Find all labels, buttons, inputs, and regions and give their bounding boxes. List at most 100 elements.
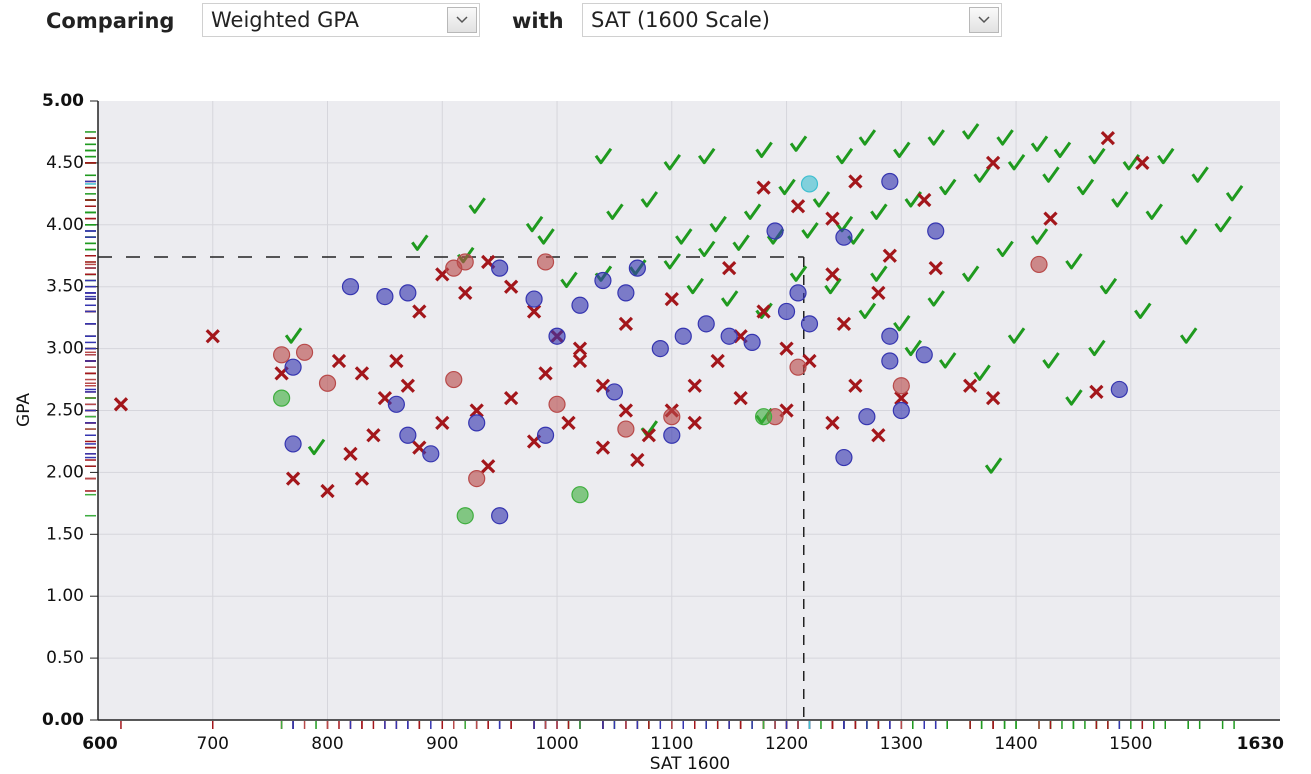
cross-mark [894,390,909,406]
x-tick-label: 600 [82,734,118,754]
compare-label: Comparing [46,9,175,33]
check-mark [1122,154,1141,171]
x-tick-label: 1630 [1237,734,1284,754]
check-mark [1042,352,1060,369]
circle-mark [766,222,784,240]
check-mark [640,191,659,208]
circle-mark [835,228,853,246]
check-mark [835,147,854,165]
cross-mark [1043,211,1058,226]
y-tick-label: 2.50 [46,401,84,421]
circle-mark [754,408,773,426]
cross-mark [848,174,863,189]
x-tick-label: 900 [426,734,458,754]
cross-mark [1135,155,1150,171]
cross-mark [503,279,519,294]
chevron [978,16,990,24]
cross-mark [205,329,220,344]
y-tick-label: 4.50 [46,153,84,173]
check-mark [743,203,762,220]
circle-mark [800,315,819,333]
cross-mark [320,483,335,499]
cross-mark [710,353,725,369]
circle-mark [491,259,509,277]
circle-mark [789,358,807,376]
check-mark [1065,253,1083,270]
check-mark [1030,228,1049,245]
check-mark [893,314,911,332]
circle-mark [594,271,612,290]
check-mark [973,364,991,381]
circle-mark [456,253,474,271]
check-mark [1007,327,1026,344]
check-mark [1179,228,1198,245]
circle-mark [341,278,360,296]
x-tick-label: 1400 [994,734,1037,754]
circle-mark [892,401,910,420]
circle-mark [468,414,486,432]
y-axis-label: GPA [14,393,34,427]
check-mark [1157,147,1175,165]
check-mark [1088,147,1106,165]
first-select[interactable]: Weighted GPA [202,3,480,37]
circle-mark [536,253,555,271]
cross-mark [400,378,415,393]
y-tick-label: 0.00 [42,710,84,730]
circle-mark [881,352,899,370]
cross-mark [481,459,496,474]
cross-mark [503,390,519,406]
check-mark [870,203,888,220]
check-mark [938,178,957,196]
cross-mark [985,155,1001,171]
check-mark [973,166,991,183]
check-mark [996,129,1014,146]
circle-mark [892,377,910,395]
cross-mark [825,211,840,226]
circle-mark [376,288,394,306]
y-tick-label: 1.00 [46,586,84,606]
check-mark [789,135,808,152]
first-select-text: Weighted GPA [211,8,360,32]
check-mark [961,123,980,140]
circle-mark [536,426,555,444]
x-tick-label: 800 [311,734,343,754]
circle-mark [525,290,543,308]
cross-mark [756,180,771,195]
dropdown-button[interactable] [969,7,999,33]
check-mark [1179,327,1198,344]
cross-mark [733,390,748,406]
cross-mark [687,378,702,393]
check-mark [411,234,429,251]
check-mark [1076,178,1095,196]
circle-mark [927,222,945,240]
cross-mark [561,415,576,431]
circle-mark [399,426,417,444]
check-mark [996,240,1014,258]
y-tick-label: 4.00 [46,215,84,235]
check-mark [904,191,922,208]
cross-mark [871,428,886,443]
circle-mark [1030,255,1048,274]
x-tick-label: 1200 [765,734,808,754]
y-tick-label: 5.00 [42,91,84,111]
check-mark [824,277,842,295]
circle-mark [468,469,486,488]
check-mark [720,290,739,307]
circle-mark [548,327,566,345]
check-mark [663,154,682,171]
check-mark [1042,166,1060,183]
check-mark [594,147,613,165]
second-select[interactable]: SAT (1600 Scale) [582,3,1002,37]
cross-mark [526,304,542,319]
check-mark [1134,302,1152,319]
circle-mark [605,383,624,401]
cross-mark [882,248,897,263]
dropdown-button[interactable] [447,7,477,33]
check-mark [893,141,911,159]
check-mark [778,178,796,196]
check-mark [812,191,831,208]
circle-mark [295,343,314,361]
y-tick-label: 1.50 [46,524,84,544]
cross-mark [572,353,588,369]
